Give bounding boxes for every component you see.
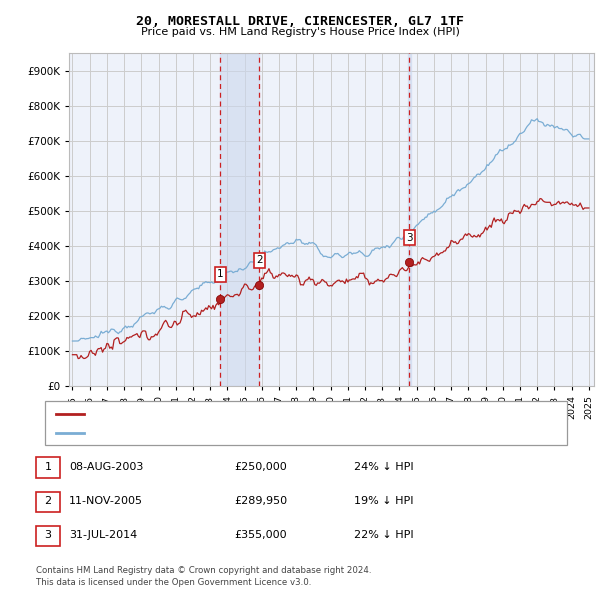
Text: 2: 2 (256, 255, 263, 266)
Text: 3: 3 (406, 232, 413, 242)
Text: 1: 1 (217, 270, 224, 280)
Text: £355,000: £355,000 (234, 530, 287, 540)
Text: £250,000: £250,000 (234, 462, 287, 472)
Text: Contains HM Land Registry data © Crown copyright and database right 2024.
This d: Contains HM Land Registry data © Crown c… (36, 566, 371, 587)
Bar (220, 53, 259, 386)
Bar (408, 53, 411, 386)
Text: 1: 1 (44, 462, 52, 472)
Text: 20, MORESTALL DRIVE, CIRENCESTER, GL7 1TF (detached house): 20, MORESTALL DRIVE, CIRENCESTER, GL7 1T… (88, 409, 413, 418)
Text: 22% ↓ HPI: 22% ↓ HPI (354, 530, 413, 540)
Text: 11-NOV-2005: 11-NOV-2005 (69, 496, 143, 506)
Text: Price paid vs. HM Land Registry's House Price Index (HPI): Price paid vs. HM Land Registry's House … (140, 27, 460, 37)
Text: 08-AUG-2003: 08-AUG-2003 (69, 462, 143, 472)
Text: £289,950: £289,950 (234, 496, 287, 506)
Text: 2: 2 (44, 496, 52, 506)
Text: 3: 3 (44, 530, 52, 540)
Text: HPI: Average price, detached house, Cotswold: HPI: Average price, detached house, Cots… (88, 428, 318, 438)
Text: 24% ↓ HPI: 24% ↓ HPI (354, 462, 413, 472)
Text: 20, MORESTALL DRIVE, CIRENCESTER, GL7 1TF: 20, MORESTALL DRIVE, CIRENCESTER, GL7 1T… (136, 15, 464, 28)
Text: 31-JUL-2014: 31-JUL-2014 (69, 530, 137, 540)
Text: 19% ↓ HPI: 19% ↓ HPI (354, 496, 413, 506)
